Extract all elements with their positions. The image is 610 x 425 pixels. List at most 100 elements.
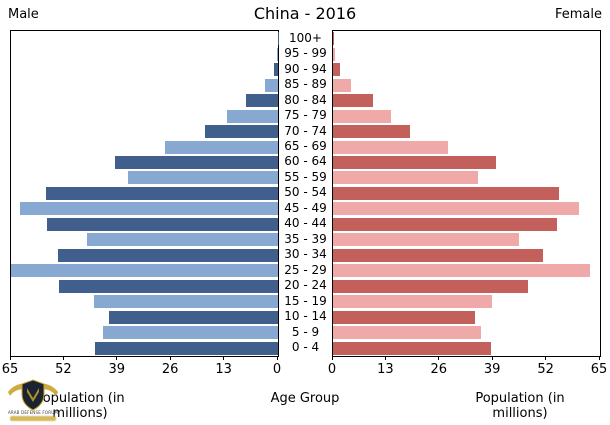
female-side-label: Female — [554, 7, 602, 22]
male-row-5-9 — [11, 325, 278, 340]
female-bar-90-94 — [333, 63, 340, 77]
age-label-0-4: 0 - 4 — [291, 340, 320, 355]
age-label-85-89: 85 - 89 — [284, 77, 327, 92]
female-axis-ticklabel-26: 26 — [430, 362, 448, 377]
female-row-70-74 — [333, 124, 600, 139]
female-row-20-24 — [333, 279, 600, 294]
age-label-35-39: 35 - 39 — [284, 231, 327, 246]
male-bar-15-19 — [93, 295, 278, 309]
age-label-10-14: 10 - 14 — [284, 309, 327, 324]
male-bar-95-99 — [276, 47, 278, 61]
age-label-30-34: 30 - 34 — [284, 247, 327, 262]
male-bar-55-59 — [127, 171, 278, 185]
female-row-80-84 — [333, 93, 600, 108]
male-row-100plus — [11, 31, 278, 46]
male-row-85-89 — [11, 77, 278, 92]
female-bar-15-19 — [333, 295, 492, 309]
female-row-55-59 — [333, 170, 600, 185]
female-bar-35-39 — [333, 233, 519, 247]
age-label-45-49: 45 - 49 — [284, 200, 327, 215]
female-bar-0-4 — [333, 341, 491, 355]
male-row-55-59 — [11, 170, 278, 185]
female-bar-30-34 — [333, 248, 544, 262]
female-bar-95-99 — [333, 47, 336, 61]
male-bar-70-74 — [204, 125, 278, 139]
male-axis-tick-0 — [276, 356, 278, 360]
male-row-10-14 — [11, 309, 278, 324]
female-bar-85-89 — [333, 78, 352, 92]
male-bar-25-29 — [11, 264, 278, 278]
male-row-0-4 — [11, 340, 278, 355]
male-bar-60-64 — [115, 155, 278, 169]
male-bar-50-54 — [45, 186, 278, 200]
age-label-100plus: 100+ — [289, 30, 322, 45]
age-label-70-74: 70 - 74 — [284, 123, 327, 138]
chart-title: China - 2016 — [253, 4, 357, 23]
male-row-60-64 — [11, 155, 278, 170]
age-label-75-79: 75 - 79 — [284, 108, 327, 123]
female-bar-25-29 — [333, 264, 591, 278]
male-axis-title: Population (in millions) — [35, 391, 125, 421]
male-axis-ticklabel-52: 52 — [55, 362, 72, 377]
female-bar-45-49 — [333, 202, 580, 216]
age-label-40-44: 40 - 44 — [284, 216, 327, 231]
female-row-65-69 — [333, 139, 600, 154]
male-bar-40-44 — [47, 217, 278, 231]
female-row-5-9 — [333, 325, 600, 340]
female-bar-5-9 — [333, 326, 482, 340]
male-row-75-79 — [11, 108, 278, 123]
female-axis-tick-13 — [384, 356, 386, 360]
female-row-35-39 — [333, 232, 600, 247]
male-bar-85-89 — [265, 78, 278, 92]
male-axis-tick-39 — [116, 356, 118, 360]
male-axis-tick-52 — [62, 356, 64, 360]
age-label-60-64: 60 - 64 — [284, 154, 327, 169]
male-bar-10-14 — [108, 310, 278, 324]
male-bar-65-69 — [164, 140, 278, 154]
female-axis-ticklabel-39: 39 — [483, 362, 501, 377]
female-axis-title: Population (in millions) — [475, 391, 565, 421]
male-side-label: Male — [8, 7, 39, 22]
male-row-80-84 — [11, 93, 278, 108]
female-bar-50-54 — [333, 186, 560, 200]
male-row-40-44 — [11, 217, 278, 232]
male-bar-35-39 — [87, 233, 278, 247]
female-axis-tick-0 — [331, 356, 333, 360]
male-row-20-24 — [11, 279, 278, 294]
female-row-10-14 — [333, 309, 600, 324]
male-row-35-39 — [11, 232, 278, 247]
female-bar-55-59 — [333, 171, 478, 185]
male-row-90-94 — [11, 62, 278, 77]
female-axis-ticklabel-13: 13 — [377, 362, 394, 377]
male-axis-tickmarks — [9, 356, 278, 361]
male-plot-panel — [10, 30, 279, 357]
age-label-5-9: 5 - 9 — [291, 324, 320, 339]
female-row-100plus — [333, 31, 600, 46]
female-row-0-4 — [333, 340, 600, 355]
male-bar-0-4 — [95, 341, 278, 355]
female-bar-65-69 — [333, 140, 448, 154]
female-bar-40-44 — [333, 217, 557, 231]
male-row-70-74 — [11, 124, 278, 139]
female-axis-tick-65 — [598, 356, 600, 360]
female-row-30-34 — [333, 248, 600, 263]
male-bar-30-34 — [57, 248, 278, 262]
female-bar-20-24 — [333, 279, 529, 293]
male-row-15-19 — [11, 294, 278, 309]
male-axis-ticklabel-13: 13 — [215, 362, 232, 377]
age-label-80-84: 80 - 84 — [284, 92, 327, 107]
female-row-45-49 — [333, 201, 600, 216]
female-row-25-29 — [333, 263, 600, 278]
male-bar-75-79 — [226, 109, 278, 123]
female-axis-ticklabel-0: 0 — [327, 362, 337, 377]
male-axis-tick-65 — [9, 356, 11, 360]
female-axis-tick-39 — [491, 356, 493, 360]
female-bar-75-79 — [333, 109, 391, 123]
male-axis-ticklabel-26: 26 — [161, 362, 179, 377]
female-row-40-44 — [333, 217, 600, 232]
female-plot-panel — [332, 30, 601, 357]
age-label-25-29: 25 - 29 — [284, 262, 327, 277]
female-bars-container — [333, 31, 600, 356]
female-row-15-19 — [333, 294, 600, 309]
female-bar-70-74 — [333, 125, 410, 139]
